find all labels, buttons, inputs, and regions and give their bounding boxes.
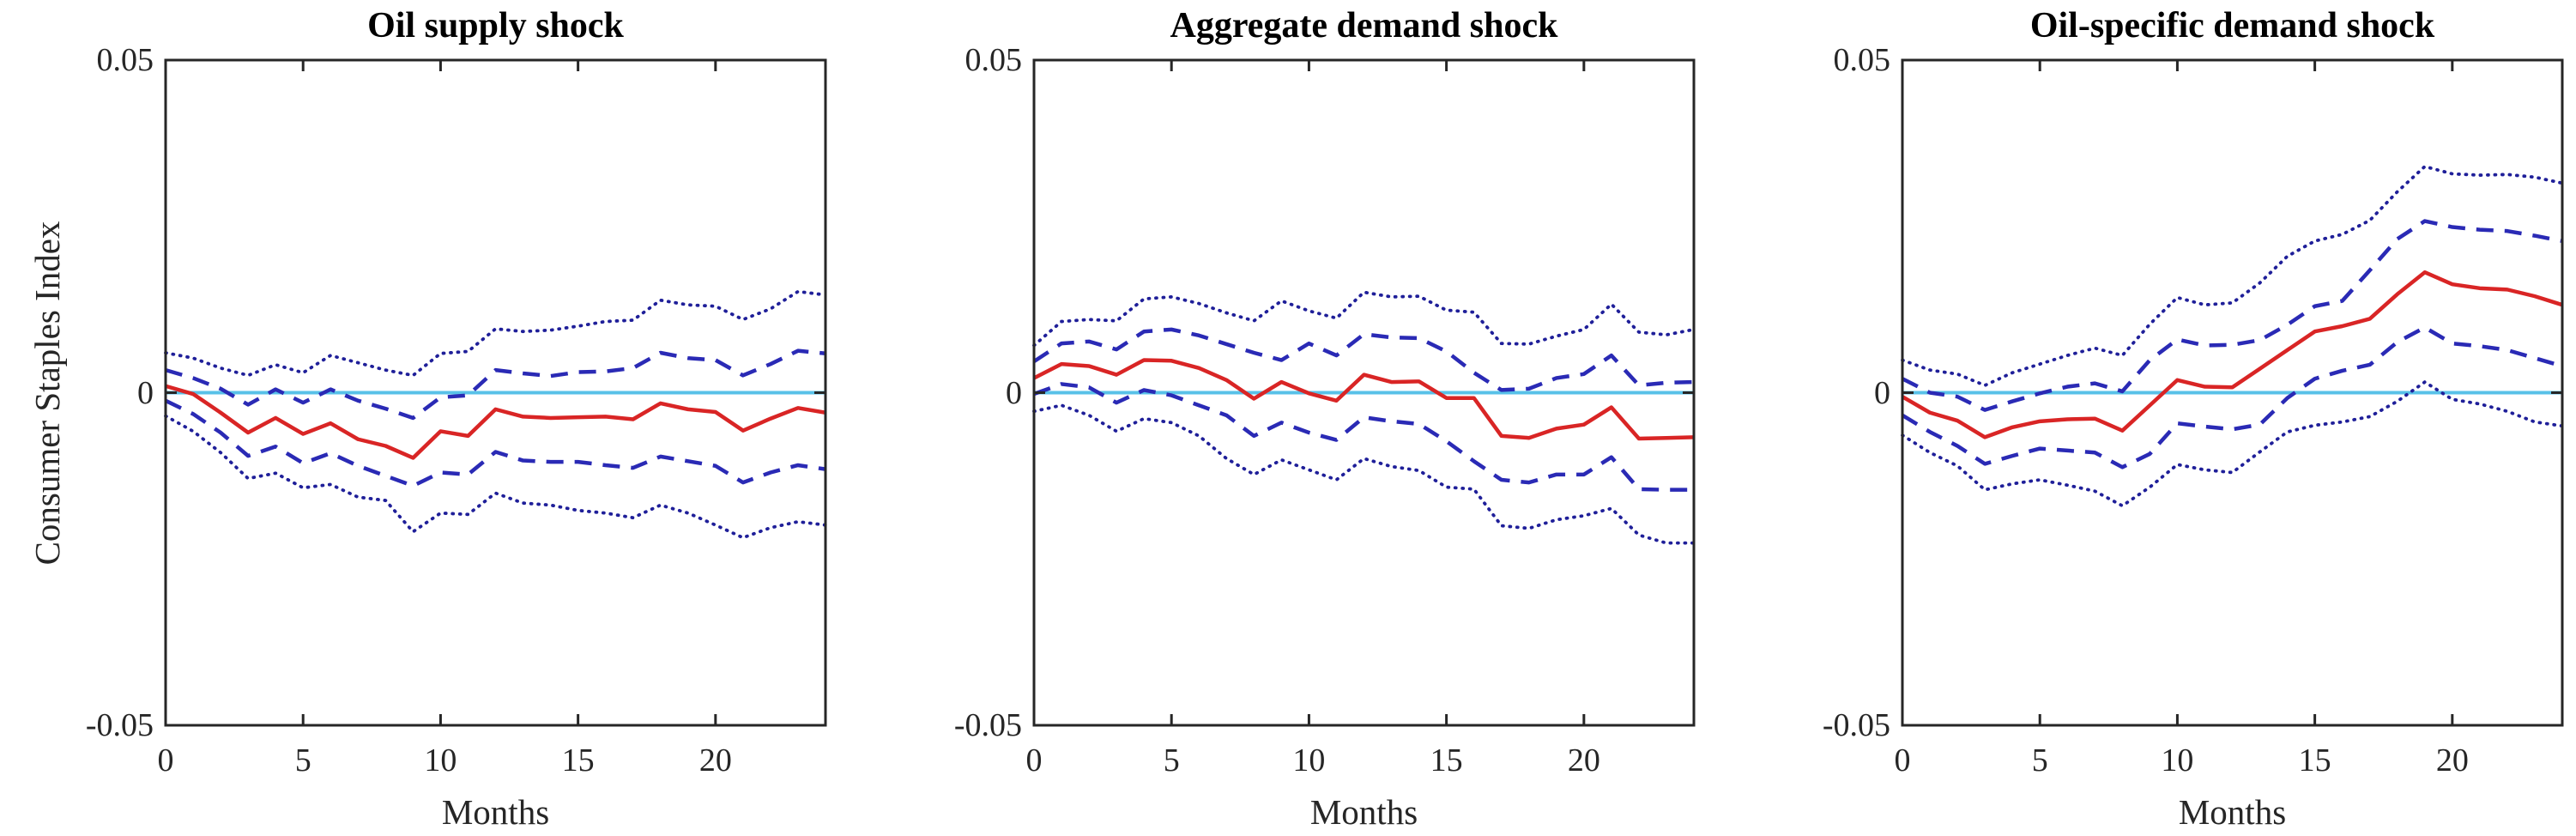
- panel3-y-tick-label-0: 0: [1874, 374, 1890, 411]
- x-axis-label-months-panel3: Months: [2178, 792, 2287, 832]
- panel3-inner-band-lower-line: [1901, 325, 2563, 469]
- panel2-y-tick-label--0.05: -0.05: [953, 707, 1022, 743]
- panel2-y-tick-label-0.05: 0.05: [964, 42, 1023, 78]
- panel-title-aggregate-demand-shock: Aggregate demand shock: [1170, 6, 1558, 45]
- panel3-outer-band-lower-line: [1901, 380, 2564, 508]
- panel1-y-tick-label-0.05: 0.05: [96, 42, 154, 78]
- panel2-x-tick-label-0: 0: [1025, 742, 1043, 778]
- panel2-outer-band-lower-line: [1032, 403, 1696, 545]
- panel1-y-tick-label--0.05: -0.05: [85, 707, 154, 743]
- panel3-outer-band-upper-line: [1901, 165, 2564, 387]
- panel1-outer-band-upper-line: [164, 289, 827, 378]
- panel1-median-line: [165, 384, 826, 460]
- panel3-y-tick-label--0.05: -0.05: [1822, 707, 1890, 743]
- panel1-inner-band-upper-line: [165, 348, 826, 421]
- panel-title-oil-supply-shock: Oil supply shock: [367, 6, 624, 45]
- panel2-x-tick-label-20: 20: [1567, 742, 1600, 778]
- panel3-x-tick-label-20: 20: [2435, 742, 2469, 778]
- panel1-x-tick-label-0: 0: [157, 742, 174, 778]
- panel3-y-tick-label-0.05: 0.05: [1833, 42, 1891, 78]
- panel1-x-tick-label-20: 20: [698, 742, 732, 778]
- x-axis-label-months-panel2: Months: [1309, 792, 1418, 832]
- panel-title-oil-specific-demand-shock: Oil-specific demand shock: [2029, 6, 2435, 45]
- panel3-median-line: [1901, 270, 2563, 439]
- panel2-x-tick-label-5: 5: [1163, 742, 1180, 778]
- panel3-inner-band-upper-line: [1901, 219, 2563, 412]
- panel1-outer-band-lower-line: [164, 414, 827, 540]
- panel3-x-tick-label-0: 0: [1894, 742, 1911, 778]
- panel3-x-tick-label-10: 10: [2161, 742, 2194, 778]
- panel1-x-tick-label-10: 10: [424, 742, 457, 778]
- panel2-y-tick-label-0: 0: [1006, 374, 1022, 411]
- panel3-x-tick-label-15: 15: [2298, 742, 2331, 778]
- x-axis-label-months-panel1: Months: [441, 792, 550, 832]
- panel1-x-tick-label-15: 15: [561, 742, 595, 778]
- panel2-x-tick-label-10: 10: [1292, 742, 1326, 778]
- panel2-x-tick-label-15: 15: [1430, 742, 1463, 778]
- panel2-inner-band-lower-line: [1033, 382, 1694, 492]
- panel2-outer-band-upper-line: [1032, 290, 1696, 348]
- panel1-x-tick-label-5: 5: [294, 742, 311, 778]
- panel3-x-tick-label-5: 5: [2031, 742, 2048, 778]
- y-axis-label: Consumer Staples Index: [27, 221, 67, 566]
- panel1-inner-band-lower-line: [165, 398, 826, 488]
- panel2-median-line: [1032, 358, 1695, 441]
- panel1-y-tick-label-0: 0: [137, 374, 154, 411]
- panel2-inner-band-upper-line: [1032, 327, 1695, 392]
